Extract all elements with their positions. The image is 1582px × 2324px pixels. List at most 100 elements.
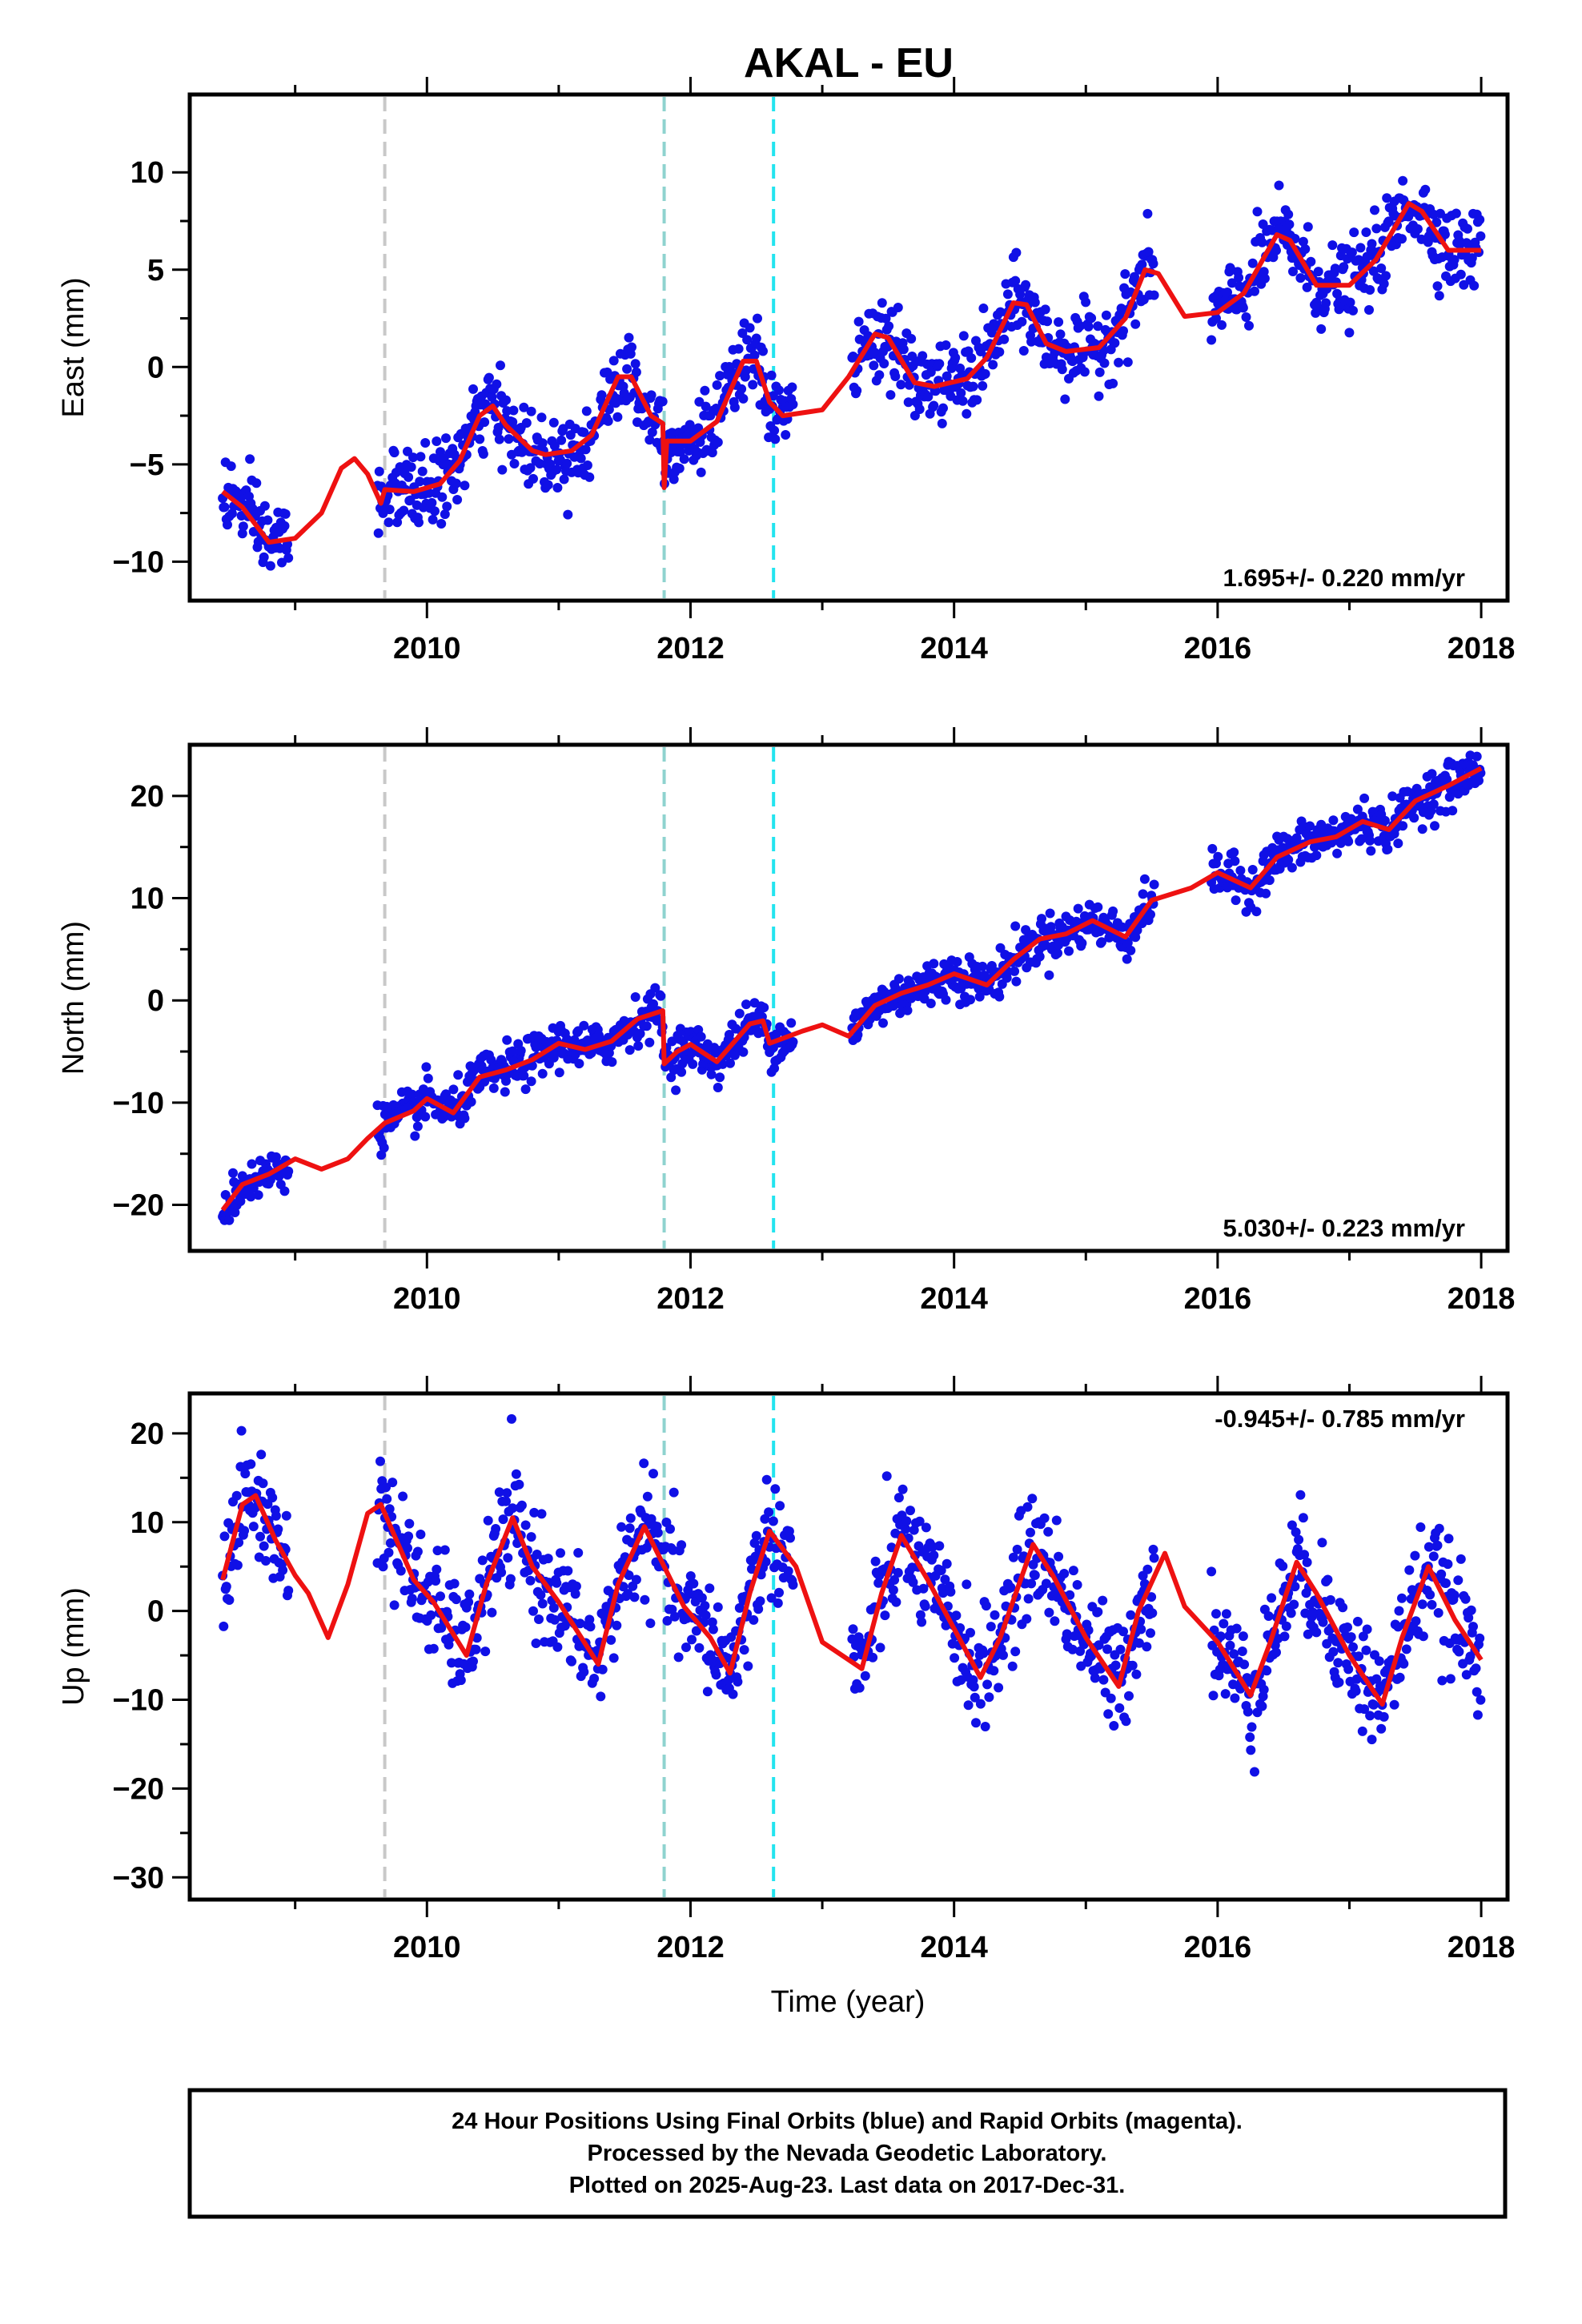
data-point [1250, 286, 1259, 296]
data-point [1371, 223, 1382, 234]
data-point [1118, 326, 1128, 336]
data-point [437, 492, 448, 502]
data-point [775, 1501, 785, 1511]
data-point [259, 501, 270, 511]
data-point [1381, 271, 1391, 281]
data-point [738, 393, 749, 404]
rate-label: 1.695+/- 0.220 mm/yr [1223, 564, 1465, 592]
data-point [424, 488, 434, 498]
plot-frame [187, 1391, 1510, 1902]
data-point [1283, 854, 1294, 865]
data-point [1295, 273, 1306, 283]
data-point [1121, 1716, 1131, 1727]
data-point [1357, 1726, 1367, 1736]
data-point [504, 434, 514, 444]
data-point [921, 1522, 931, 1533]
data-point [398, 1491, 408, 1502]
data-point [677, 1540, 687, 1550]
data-point [1454, 1647, 1464, 1657]
data-point [1443, 1534, 1454, 1544]
data-point [1072, 1580, 1082, 1590]
data-point [624, 1570, 634, 1580]
data-point [1118, 1626, 1128, 1637]
data-point [1283, 209, 1294, 219]
data-point [373, 528, 383, 538]
data-point [966, 995, 975, 1005]
data-point [426, 1610, 436, 1620]
data-point [460, 1622, 471, 1632]
data-point [1291, 1527, 1301, 1538]
data-point [1006, 1582, 1016, 1593]
data-point [937, 418, 947, 428]
data-point [519, 402, 529, 412]
data-point [519, 1071, 529, 1081]
data-point [1349, 227, 1359, 238]
data-point [1238, 1631, 1248, 1642]
data-point [1127, 1660, 1138, 1671]
data-point [507, 1413, 516, 1424]
data-point [464, 1589, 475, 1599]
data-point [283, 1166, 294, 1176]
data-point [787, 382, 797, 392]
data-point [979, 971, 990, 980]
data-point [748, 380, 758, 390]
data-point [1018, 346, 1029, 356]
data-point [1399, 1659, 1409, 1669]
data-point [691, 1626, 701, 1636]
data-point [1393, 838, 1403, 849]
data-point [500, 1087, 510, 1097]
data-point [1008, 1552, 1018, 1562]
data-point [224, 1595, 235, 1605]
data-point [1065, 1590, 1075, 1600]
data-point [635, 1028, 645, 1039]
data-point [616, 1522, 627, 1532]
data-point [1288, 267, 1298, 276]
data-point [427, 497, 437, 508]
data-point [516, 1500, 527, 1510]
y-axis-title: East (mm) [57, 277, 90, 417]
data-point [1409, 813, 1419, 823]
data-point [1227, 278, 1237, 288]
rate-label: 5.030+/- 0.223 mm/yr [1223, 1214, 1465, 1242]
data-point [596, 390, 607, 400]
data-point [1313, 267, 1323, 277]
data-point [1110, 1660, 1121, 1671]
data-point [379, 1143, 389, 1153]
data-point [713, 1083, 723, 1092]
data-point [1279, 1631, 1290, 1642]
data-point [641, 1021, 652, 1031]
data-point [917, 351, 928, 361]
data-point [1050, 1616, 1060, 1626]
x-tick-label: 2016 [1184, 632, 1252, 665]
y-tick-label: −10 [113, 1087, 164, 1120]
data-point [1247, 865, 1258, 875]
data-point [584, 1614, 595, 1625]
data-point [978, 304, 989, 313]
data-point [1403, 786, 1412, 797]
data-point [1298, 236, 1308, 247]
data-point [502, 1035, 512, 1045]
data-point [1328, 815, 1339, 826]
data-point [1346, 1632, 1356, 1642]
data-point [230, 1208, 240, 1217]
y-tick-label: −30 [113, 1861, 164, 1895]
data-point [1251, 907, 1262, 917]
data-point [1094, 367, 1105, 377]
data-point [562, 1034, 572, 1044]
data-point [1286, 1608, 1296, 1618]
data-point [236, 1425, 247, 1436]
data-point [761, 1557, 771, 1567]
data-point [1359, 793, 1370, 803]
data-point [258, 1478, 268, 1489]
data-point [259, 1541, 269, 1551]
data-point [675, 447, 685, 457]
x-tick-label: 2018 [1447, 1282, 1516, 1316]
data-point [1101, 310, 1111, 320]
data-point [860, 1671, 870, 1681]
data-point [929, 1550, 939, 1561]
data-point [1274, 180, 1284, 191]
data-point [671, 1085, 681, 1096]
data-point [665, 1524, 675, 1534]
data-point [1383, 844, 1393, 854]
data-point [644, 435, 655, 445]
